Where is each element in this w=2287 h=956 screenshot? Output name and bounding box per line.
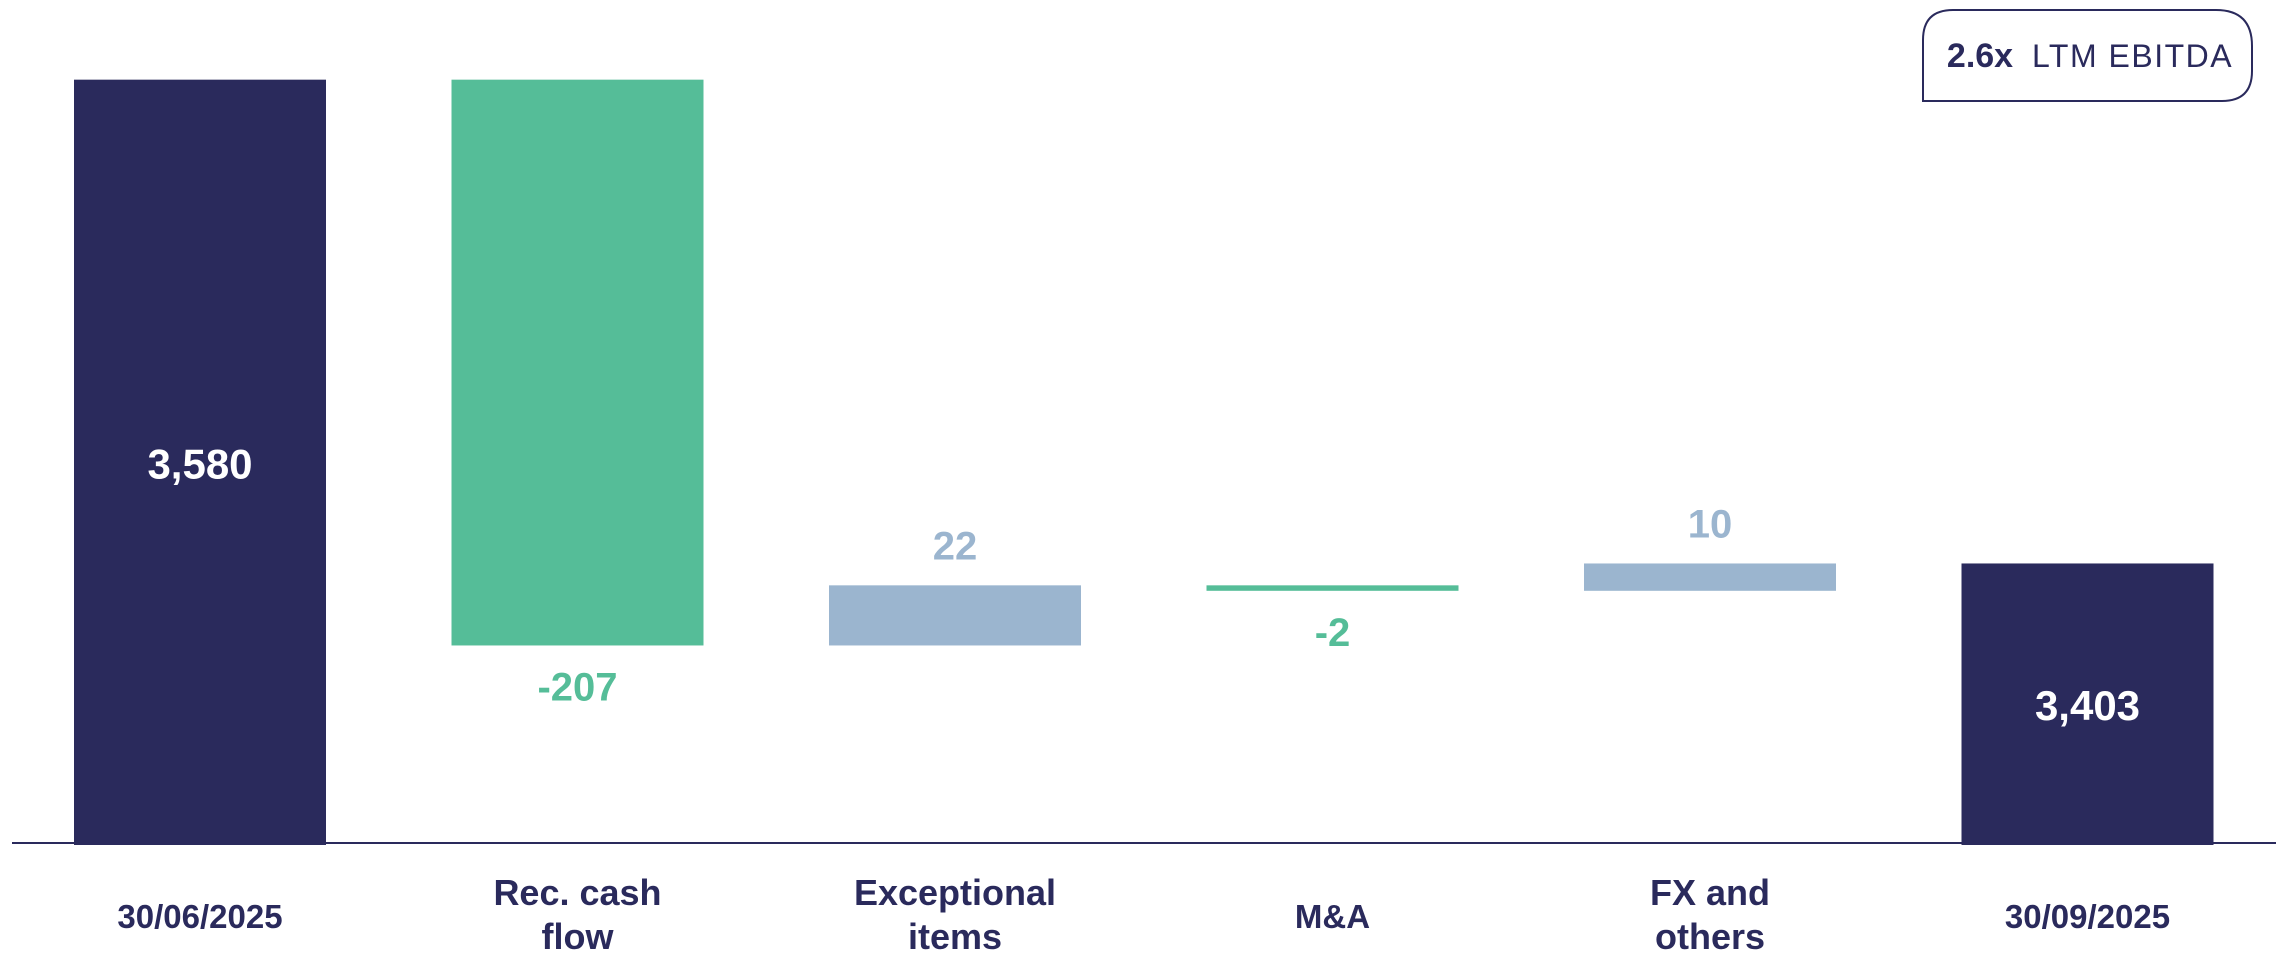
ltm-ebitda-callout: 2.6x LTM EBITDA (1922, 9, 2253, 102)
value-label-3: 22 (933, 524, 978, 568)
category-label-5: FX and others (1650, 872, 1770, 956)
bar-2 (451, 79, 704, 646)
bar-4 (1206, 585, 1459, 591)
value-labels-layer: 3,580 -207 22 -2 10 3,403 (147, 440, 2140, 729)
value-label-1: 3,580 (147, 440, 252, 487)
category-label-2: Rec. cash flow (493, 872, 661, 956)
value-label-2: -207 (537, 665, 617, 709)
category-label-1: 30/06/2025 (117, 898, 282, 935)
value-label-4: -2 (1315, 611, 1351, 655)
category-label-6: 30/09/2025 (2005, 898, 2170, 935)
bar-1 (74, 79, 326, 845)
bars-layer (74, 79, 2214, 845)
value-label-6: 3,403 (2035, 682, 2140, 729)
callout-box (1922, 9, 2253, 102)
category-label-4: M&A (1295, 898, 1370, 935)
callout-multiple: 2.6x (1947, 37, 2013, 75)
category-labels-layer: 30/06/2025 Rec. cash flow Exceptional items M… (117, 872, 2170, 956)
bar-5 (1584, 563, 1836, 591)
callout-metric: LTM EBITDA (2032, 38, 2233, 74)
bar-6 (1961, 563, 2214, 845)
category-label-3: Exceptional items (854, 872, 1056, 956)
callout-label: 2.6x LTM EBITDA (1947, 37, 2233, 75)
bar-3 (829, 585, 1081, 646)
value-label-5: 10 (1688, 502, 1733, 546)
